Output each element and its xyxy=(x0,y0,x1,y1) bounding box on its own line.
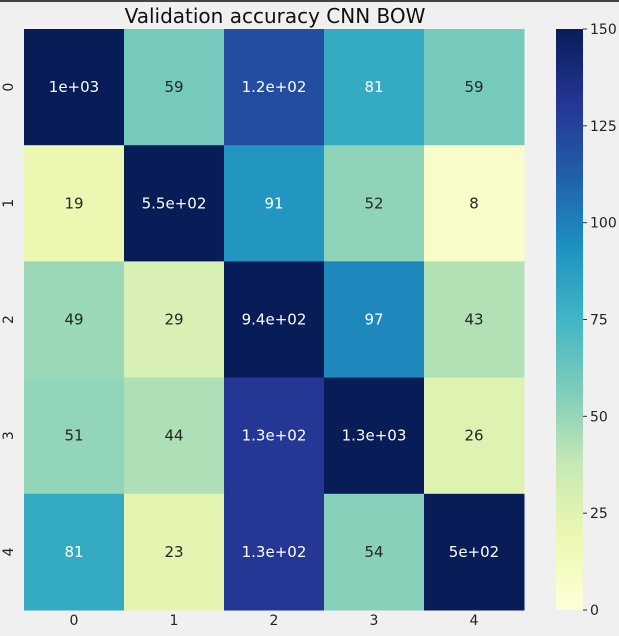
y-tick-label: 3 xyxy=(1,431,17,440)
y-tick-label: 4 xyxy=(1,547,17,556)
cell-annotation: 81 xyxy=(364,78,383,96)
heatmap-cell xyxy=(224,377,325,495)
heatmap-cell xyxy=(224,29,325,146)
heatmap-cell xyxy=(424,493,525,611)
heatmap-cell xyxy=(224,261,325,379)
cell-annotation: 51 xyxy=(64,427,83,445)
cell-annotation: 49 xyxy=(64,311,83,329)
heatmap-cell xyxy=(124,261,225,379)
colorbar-tick-label: 25 xyxy=(590,506,608,522)
y-axis-ticks: 0 1 2 3 4 xyxy=(1,83,17,557)
heatmap-cell xyxy=(24,377,125,495)
colorbar-ticks: 0 25 50 75 100 125 150 xyxy=(583,22,617,619)
cell-annotation: 29 xyxy=(164,311,183,329)
cell-annotation: 1.2e+02 xyxy=(242,78,307,96)
heatmap-cell xyxy=(324,377,425,495)
x-tick-label: 1 xyxy=(170,613,179,629)
x-axis-ticks: 0 1 2 3 4 xyxy=(70,613,479,629)
heatmap-cell xyxy=(324,145,425,262)
cell-annotation: 59 xyxy=(164,78,183,96)
top-border xyxy=(0,0,619,2)
heatmap-cell xyxy=(424,29,525,146)
heatmap-cell xyxy=(324,261,425,379)
heatmap-cell xyxy=(424,145,525,262)
cell-annotation: 59 xyxy=(464,78,483,96)
y-tick-label: 2 xyxy=(1,315,17,324)
cell-annotation: 97 xyxy=(364,311,383,329)
colorbar-tick-label: 100 xyxy=(590,216,617,232)
y-tick-label: 0 xyxy=(1,83,17,92)
cell-annotation: 19 xyxy=(64,194,83,212)
cell-annotation: 1.3e+02 xyxy=(242,543,307,561)
heatmap-cell xyxy=(424,261,525,379)
heatmap-cell xyxy=(24,261,125,379)
cell-annotation: 81 xyxy=(64,543,83,561)
heatmap-cell xyxy=(324,29,425,146)
cell-annotation: 5e+02 xyxy=(449,543,499,561)
heatmap-cell xyxy=(324,493,425,611)
heatmap-cell xyxy=(24,145,125,262)
cell-annotation: 8 xyxy=(469,194,479,212)
heatmap-cell xyxy=(124,145,225,262)
x-tick-label: 3 xyxy=(370,613,379,629)
heatmap-cell xyxy=(424,377,525,495)
heatmap-cell xyxy=(124,29,225,146)
heatmap-cells: 1e+03 59 1.2e+02 81 59 19 5.5e+02 91 52 8 49 29 9.4e… xyxy=(24,29,525,611)
heatmap-cell xyxy=(224,145,325,262)
x-tick-label: 4 xyxy=(470,613,479,629)
cell-annotation: 23 xyxy=(164,543,183,561)
heatmap-cell xyxy=(24,493,125,611)
cell-annotation: 1.3e+02 xyxy=(242,427,307,445)
cell-annotation: 54 xyxy=(364,543,383,561)
cell-annotation: 43 xyxy=(464,311,483,329)
x-tick-label: 0 xyxy=(70,613,79,629)
heatmap-cell xyxy=(124,377,225,495)
cell-annotation: 91 xyxy=(264,194,283,212)
y-tick-label: 1 xyxy=(1,199,17,208)
heatmap-cell xyxy=(224,493,325,611)
colorbar-tick-label: 0 xyxy=(590,603,599,619)
cell-annotation: 52 xyxy=(364,194,383,212)
cell-annotation: 26 xyxy=(464,427,483,445)
cell-annotation: 1e+03 xyxy=(49,78,99,96)
cell-annotation: 1.3e+03 xyxy=(342,427,407,445)
cell-annotation: 5.5e+02 xyxy=(142,194,207,212)
heatmap-cell xyxy=(124,493,225,611)
colorbar-tick-label: 75 xyxy=(590,313,608,329)
cell-annotation: 9.4e+02 xyxy=(242,311,307,329)
colorbar-tick-label: 150 xyxy=(590,22,617,38)
heatmap-cell xyxy=(24,29,125,146)
colorbar-tick-label: 50 xyxy=(590,409,608,425)
cell-annotation: 44 xyxy=(164,427,183,445)
x-tick-label: 2 xyxy=(270,613,279,629)
colorbar xyxy=(556,29,583,610)
colorbar-tick-label: 125 xyxy=(590,119,617,135)
chart-title: Validation accuracy CNN BOW xyxy=(125,4,426,28)
